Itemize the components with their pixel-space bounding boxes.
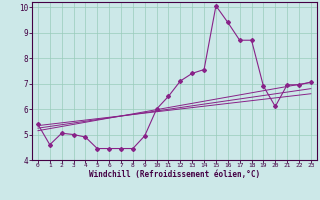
X-axis label: Windchill (Refroidissement éolien,°C): Windchill (Refroidissement éolien,°C)	[89, 170, 260, 179]
